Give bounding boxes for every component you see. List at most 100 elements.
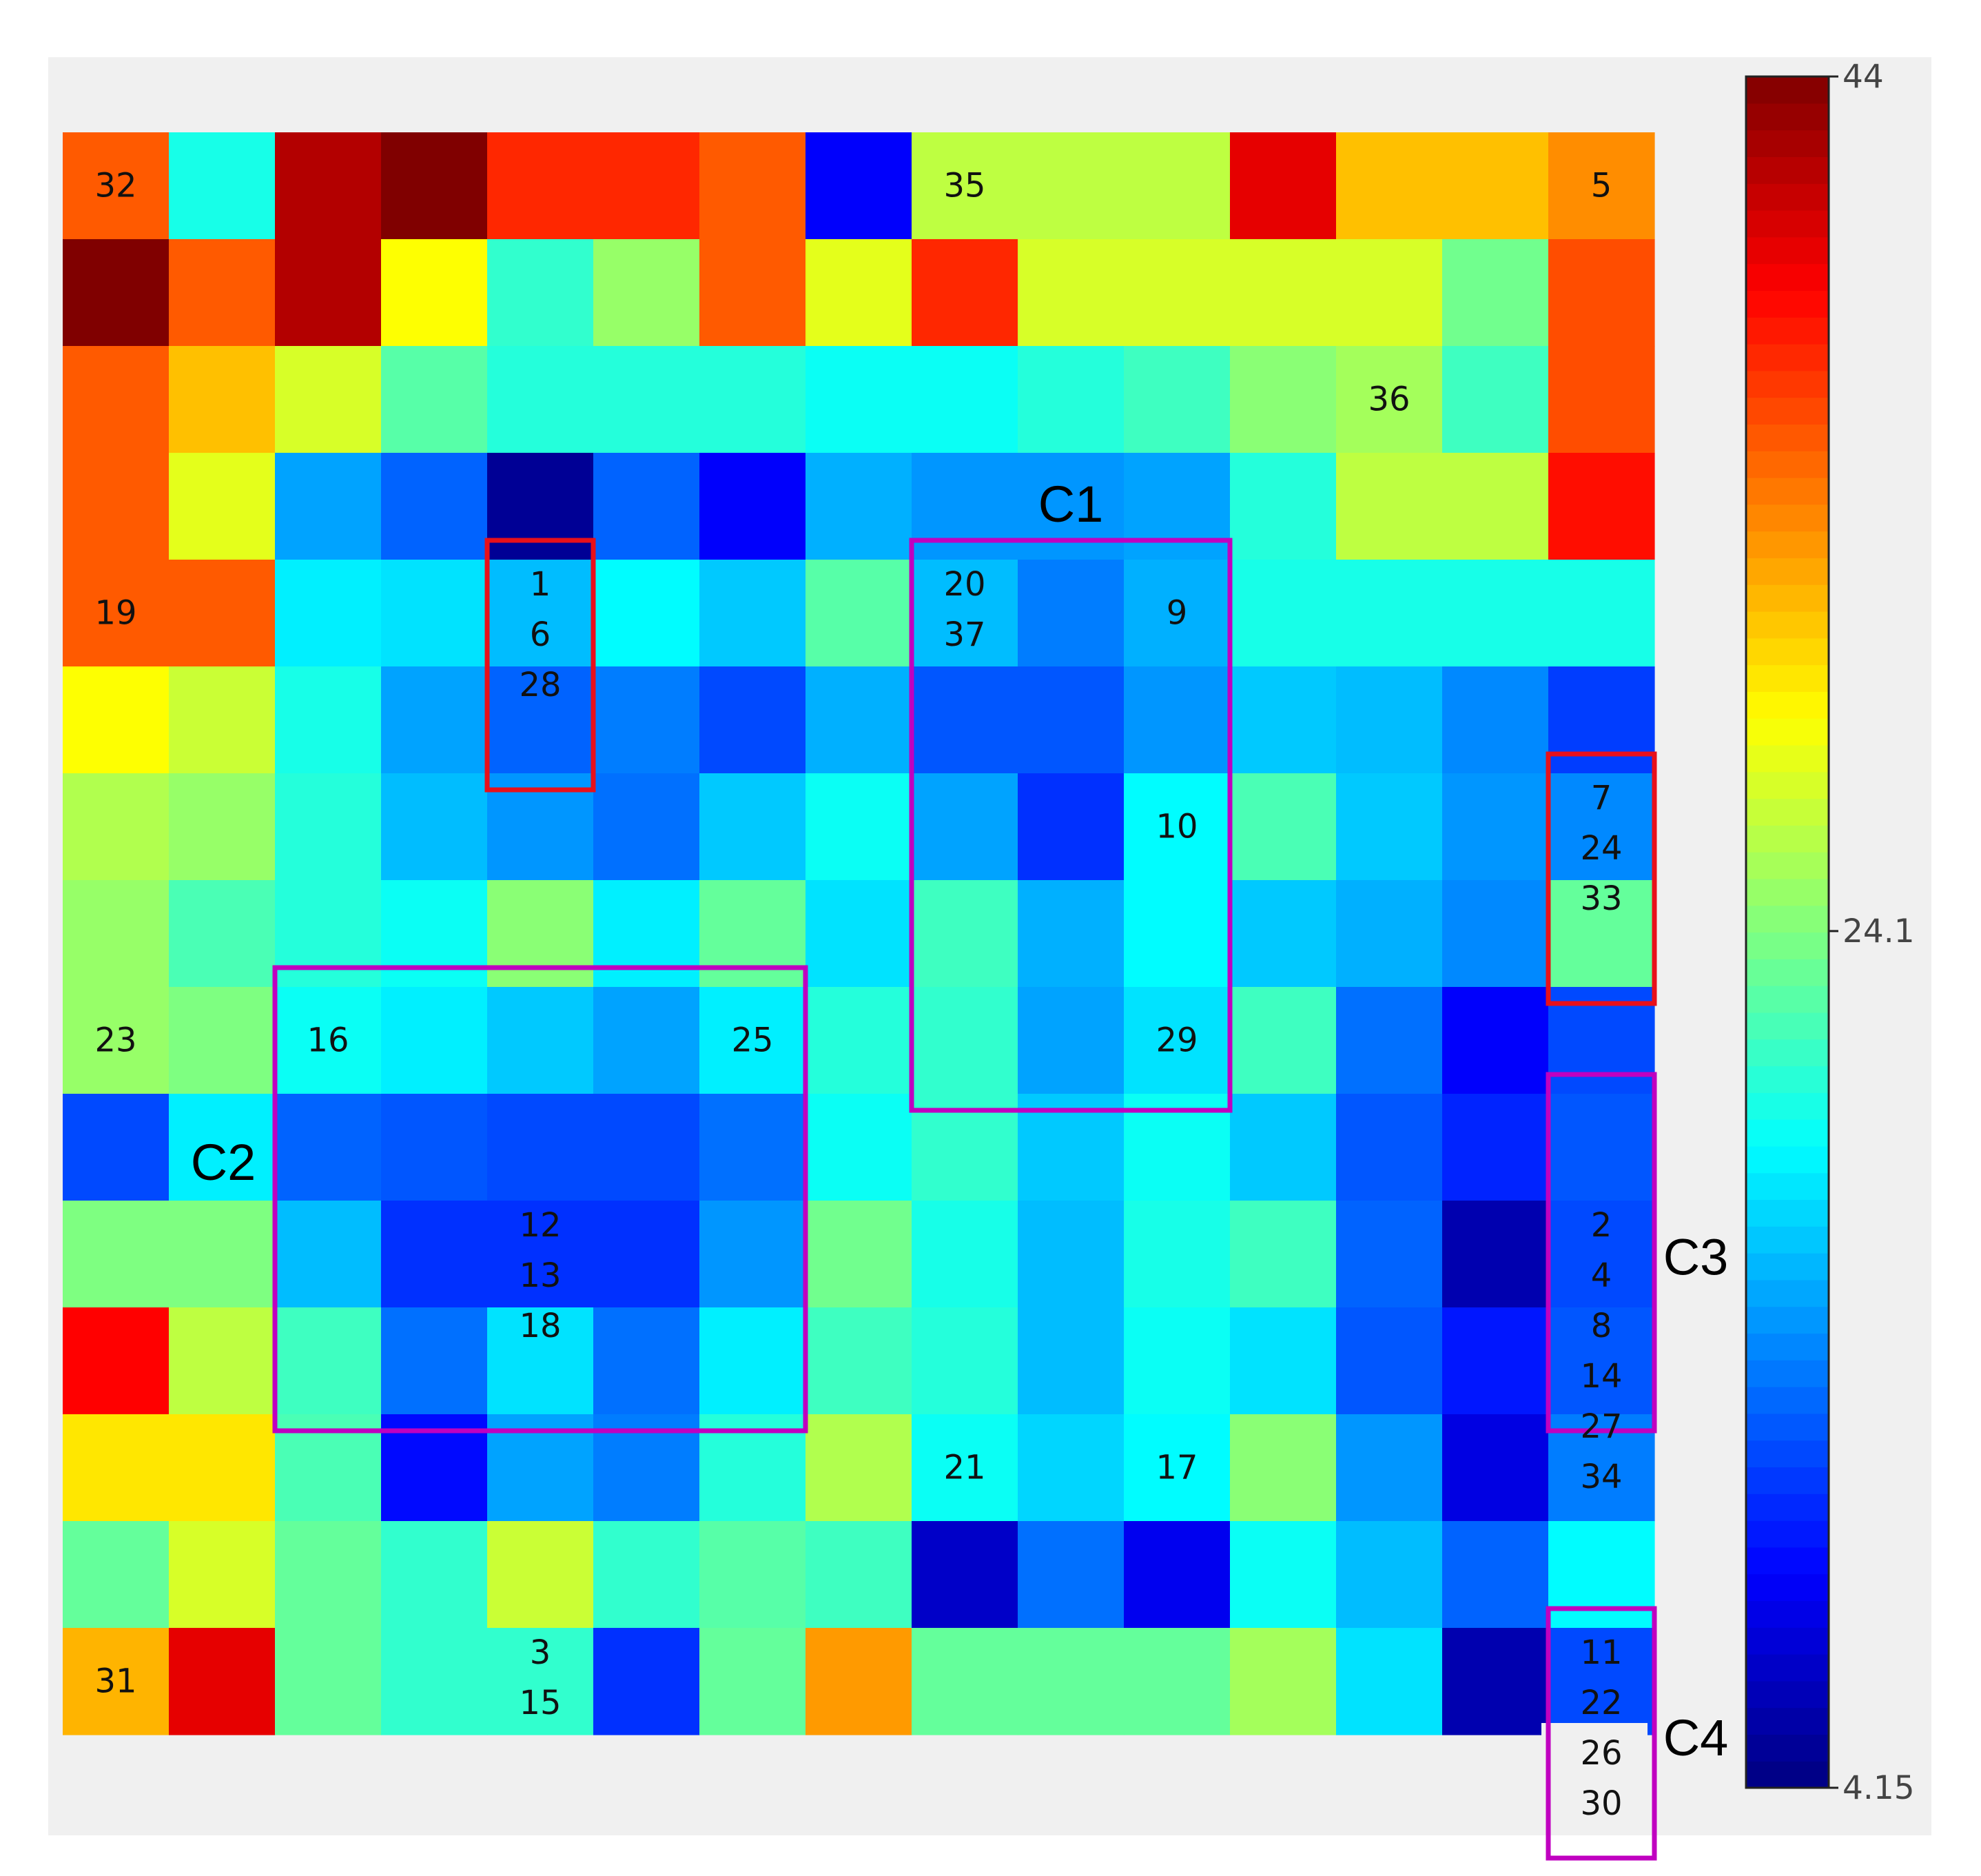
heatmap-cell-r10-c4 xyxy=(487,1201,594,1308)
colorbar-step-9 xyxy=(1746,1520,1829,1548)
heatmap-cell-r5-c0 xyxy=(63,666,170,774)
heatmap-cell-r13-c2 xyxy=(275,1521,382,1629)
heatmap-cell-r14-c1 xyxy=(169,1628,276,1735)
heatmap-cell-r0-c13 xyxy=(1442,132,1549,240)
heatmap-cell-r2-c4 xyxy=(487,346,594,453)
heatmap-cell-r1-c11 xyxy=(1230,239,1337,347)
heatmap-cell-r1-c7 xyxy=(805,239,912,347)
heatmap-cell-r0-c2 xyxy=(275,132,382,240)
highlight-box-1 xyxy=(484,538,596,793)
heatmap-cell-r1-c10 xyxy=(1124,239,1231,347)
heatmap-cell-r11-c6 xyxy=(699,1307,806,1415)
colorbar-step-21 xyxy=(1746,1199,1829,1227)
heatmap-cell-r11-c7 xyxy=(805,1307,912,1415)
heatmap-cell-r14-c11 xyxy=(1230,1628,1337,1735)
heatmap-cell-r12-c13 xyxy=(1442,1414,1549,1522)
colorbar-step-55 xyxy=(1746,290,1829,318)
colorbar-step-46 xyxy=(1746,531,1829,558)
cluster-label-c2: C2 xyxy=(191,1134,256,1191)
heatmap-cell-r10-c0 xyxy=(63,1201,170,1308)
heatmap-cell-r9-c11 xyxy=(1230,1094,1337,1201)
heatmap-cell-r5-c3 xyxy=(381,666,488,774)
heatmap-cell-r5-c7 xyxy=(805,666,912,774)
heatmap-cell-r13-c9 xyxy=(1018,1521,1125,1629)
colorbar-step-52 xyxy=(1746,370,1829,398)
colorbar-step-61 xyxy=(1746,130,1829,157)
heatmap-cell-r0-c5 xyxy=(593,132,700,240)
heatmap-cell-r13-c1 xyxy=(169,1521,276,1629)
heatmap-cell-r12-c11 xyxy=(1230,1414,1337,1522)
heatmap-cell-r2-c9 xyxy=(1018,346,1125,453)
heatmap-cell-r2-c2 xyxy=(275,346,382,453)
heatmap-cell-r0-c12 xyxy=(1336,132,1443,240)
cluster-labels: C1 C2 C3 C4 xyxy=(191,476,1729,1766)
heatmap-cell-r12-c7 xyxy=(805,1414,912,1522)
heatmap-cell-r10-c9 xyxy=(1018,1201,1125,1308)
heatmap-cell-r9-c12 xyxy=(1336,1094,1443,1201)
heatmap-cell-r14-c6 xyxy=(699,1628,806,1735)
colorbar-step-38 xyxy=(1746,744,1829,773)
cluster-boxes xyxy=(272,538,1657,1861)
heatmap-cell-r8-c5 xyxy=(593,987,700,1094)
heatmap-cell-r2-c0 xyxy=(63,346,170,453)
cell-label-33: 33 xyxy=(1580,879,1622,918)
heatmap-cell-r8-c9 xyxy=(1018,987,1125,1094)
heatmap-cell-r8-c0 xyxy=(63,987,170,1094)
heatmap-cell-r12-c1 xyxy=(169,1414,276,1522)
heatmap-cell-r3-c13 xyxy=(1442,453,1549,560)
heatmap-cell-r1-c3 xyxy=(381,239,488,347)
cell-label-32: 32 xyxy=(94,167,136,205)
heatmap-cell-r13-c0 xyxy=(63,1521,170,1629)
heatmap-cell-r13-c12 xyxy=(1336,1521,1443,1629)
colorbar-step-4 xyxy=(1746,1654,1829,1682)
heatmap-cell-r10-c8 xyxy=(912,1201,1018,1308)
heatmap-cell-r4-c0 xyxy=(63,560,170,667)
heatmap-cell-r1-c2 xyxy=(275,239,382,347)
heatmap-cell-r14-c4 xyxy=(487,1628,594,1735)
colorbar-step-34 xyxy=(1746,852,1829,879)
heatmap-cell-r11-c9 xyxy=(1018,1307,1125,1415)
colorbar-step-49 xyxy=(1746,451,1829,478)
heatmap-cell-r14-c2 xyxy=(275,1628,382,1735)
cell-label-22: 22 xyxy=(1580,1684,1622,1722)
heatmap-cell-r12-c12 xyxy=(1336,1414,1443,1522)
heatmap-cell-r14-c8 xyxy=(912,1628,1018,1735)
heatmap-cell-r9-c5 xyxy=(593,1094,700,1201)
heatmap-cell-r12-c8 xyxy=(912,1414,1018,1522)
cell-label-10: 10 xyxy=(1156,808,1198,846)
heatmap-cell-r8-c12 xyxy=(1336,987,1443,1094)
heatmap-cell-r1-c1 xyxy=(169,239,276,347)
heatmap-cell-r10-c7 xyxy=(805,1201,912,1308)
heatmap-cell-r7-c14 xyxy=(1548,880,1655,988)
empty-cell xyxy=(1541,1723,1648,1828)
cell-label-36: 36 xyxy=(1368,380,1410,419)
heatmap-cell-r11-c2 xyxy=(275,1307,382,1415)
heatmap-cell-r14-c7 xyxy=(805,1628,912,1735)
heatmap-cell-r0-c8 xyxy=(912,132,1018,240)
cell-label-7: 7 xyxy=(1591,779,1612,817)
heatmap-cells xyxy=(63,132,1655,1735)
colorbar-step-15 xyxy=(1746,1360,1829,1387)
heatmap-cell-r10-c1 xyxy=(169,1201,276,1308)
heatmap-cell-r7-c13 xyxy=(1442,880,1549,988)
heatmap-cell-r10-c12 xyxy=(1336,1201,1443,1308)
heatmap-cell-r6-c11 xyxy=(1230,773,1337,881)
colorbar-step-45 xyxy=(1746,558,1829,585)
heatmap-cell-r1-c0 xyxy=(63,239,170,347)
cell-label-11: 11 xyxy=(1580,1633,1622,1672)
heatmap-cell-r8-c6 xyxy=(699,987,806,1094)
heatmap-cell-r6-c1 xyxy=(169,773,276,881)
heatmap-cell-r7-c6 xyxy=(699,880,806,988)
heatmap-cell-r4-c1 xyxy=(169,560,276,667)
heatmap-cell-r7-c9 xyxy=(1018,880,1125,988)
cell-label-3: 3 xyxy=(530,1633,551,1672)
heatmap-cell-r3-c12 xyxy=(1336,453,1443,560)
cell-label-1: 1 xyxy=(530,565,551,604)
heatmap-cell-r8-c1 xyxy=(169,987,276,1094)
colorbar-step-19 xyxy=(1746,1253,1829,1281)
heatmap-cell-r7-c1 xyxy=(169,880,276,988)
heatmap-cell-r9-c14 xyxy=(1548,1094,1655,1201)
colorbar-step-20 xyxy=(1746,1226,1829,1254)
colorbar-tick-label-2: 4.15 xyxy=(1843,1769,1915,1807)
